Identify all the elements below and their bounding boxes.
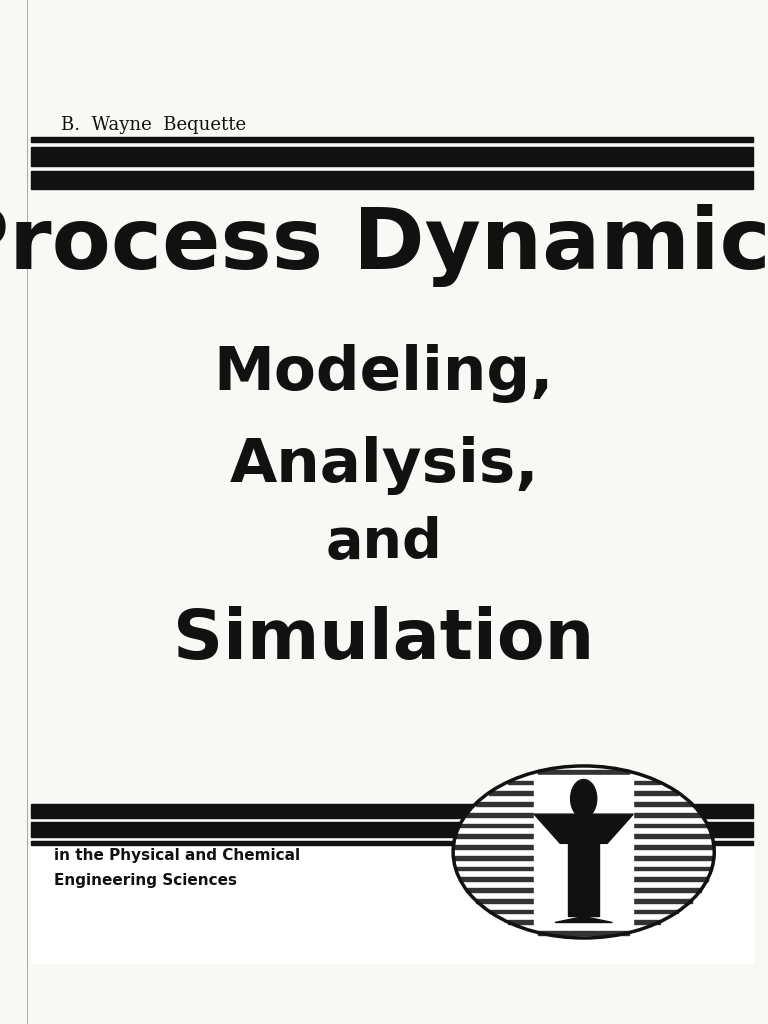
Text: Analysis,: Analysis, xyxy=(230,436,538,496)
Bar xyxy=(489,792,678,795)
Text: Modeling,: Modeling, xyxy=(214,344,554,403)
Polygon shape xyxy=(568,844,599,916)
Ellipse shape xyxy=(571,779,597,818)
Ellipse shape xyxy=(453,766,714,938)
Text: Simulation: Simulation xyxy=(174,606,594,674)
Bar xyxy=(31,845,753,963)
Bar xyxy=(31,137,753,142)
Text: Prentice Hall International Series: Prentice Hall International Series xyxy=(54,822,340,837)
Bar xyxy=(31,147,753,166)
Bar xyxy=(466,813,701,816)
Bar xyxy=(460,823,707,827)
Bar xyxy=(534,774,634,928)
Bar xyxy=(475,899,692,902)
Bar xyxy=(508,921,660,924)
Bar xyxy=(455,866,712,870)
Bar xyxy=(460,878,707,881)
Bar xyxy=(538,931,629,935)
Bar xyxy=(453,856,714,859)
Bar xyxy=(489,909,678,913)
Bar xyxy=(466,888,701,892)
Bar xyxy=(31,822,753,837)
Bar xyxy=(31,841,753,845)
Bar xyxy=(455,835,712,838)
Polygon shape xyxy=(534,814,634,844)
Bar xyxy=(508,780,660,784)
Bar xyxy=(453,845,714,849)
Bar xyxy=(475,802,692,806)
Bar xyxy=(538,770,629,773)
Polygon shape xyxy=(555,916,612,923)
Text: Process Dynamics: Process Dynamics xyxy=(0,204,768,288)
Bar xyxy=(31,804,753,818)
Text: B.  Wayne  Bequette: B. Wayne Bequette xyxy=(61,116,247,134)
Bar xyxy=(31,171,753,189)
Text: Engineering Sciences: Engineering Sciences xyxy=(54,873,237,888)
Text: in the Physical and Chemical: in the Physical and Chemical xyxy=(54,848,300,862)
Text: and: and xyxy=(326,516,442,569)
